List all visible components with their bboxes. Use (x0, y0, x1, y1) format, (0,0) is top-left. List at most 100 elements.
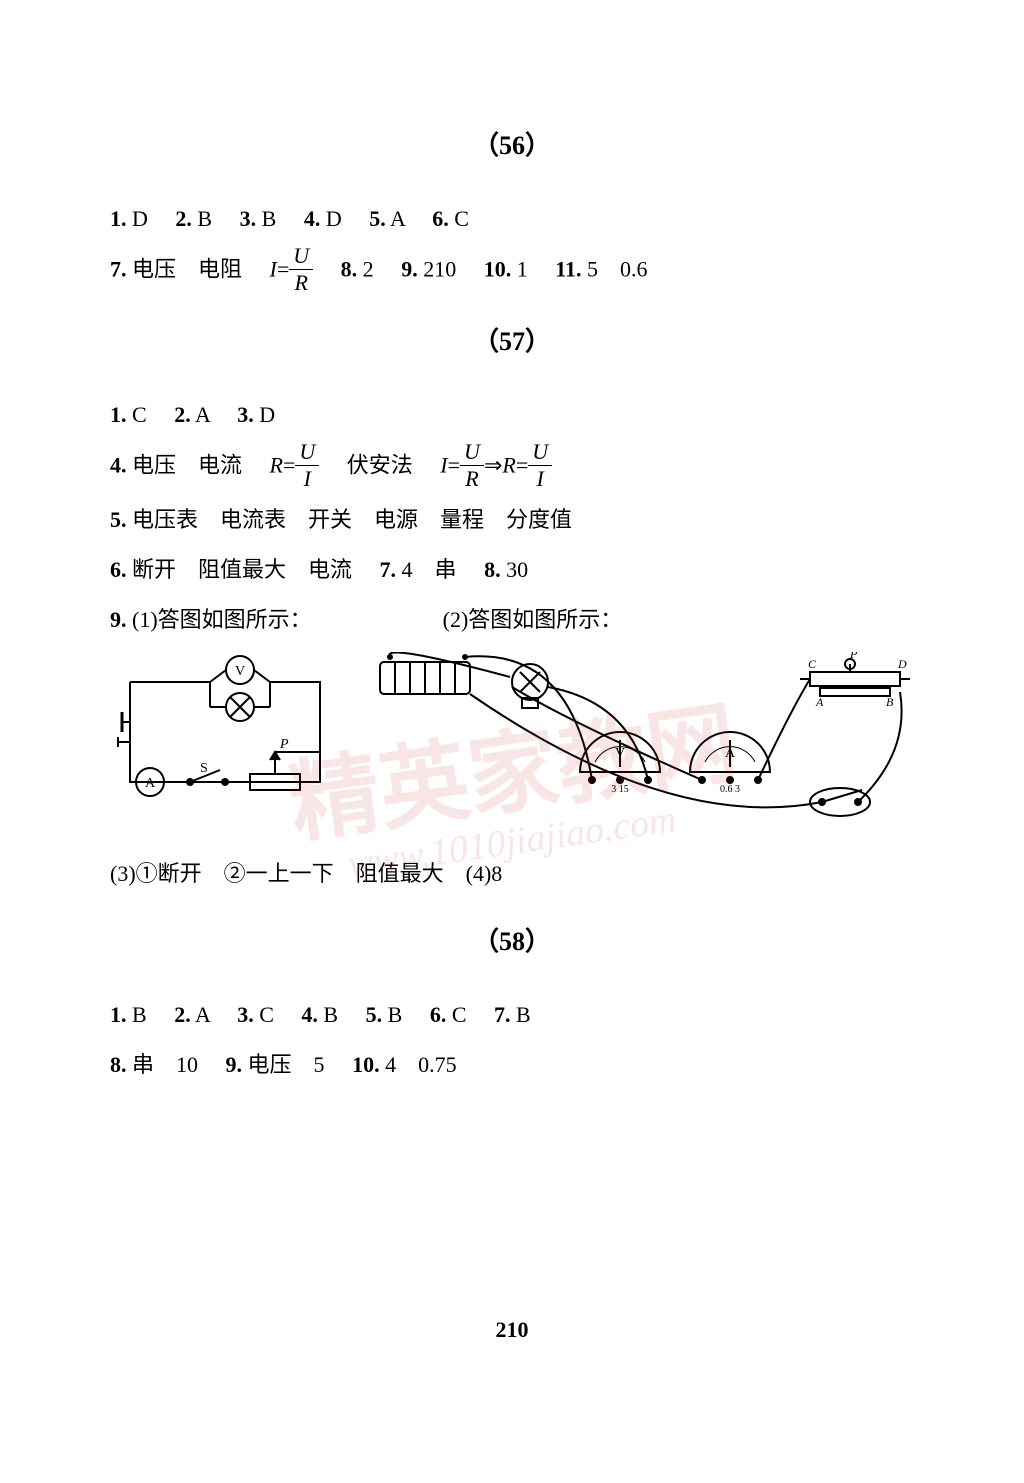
plus-label: + (410, 652, 418, 658)
section-56-header: （56） (110, 125, 914, 162)
q-num: 9. (110, 607, 127, 632)
q-num: 2. (174, 402, 191, 427)
q-num: 8. (110, 1052, 127, 1077)
q-ans: A (390, 206, 405, 231)
rheostat-a: A (815, 695, 824, 709)
eq-eq: = (277, 257, 289, 282)
q-num: 2. (174, 1002, 191, 1027)
q-num: 1. (110, 206, 127, 231)
q-num: 4. (301, 1002, 318, 1027)
q-ans: B (262, 206, 277, 231)
q-num: 4. (110, 453, 127, 478)
fraction: UI (295, 441, 319, 490)
eq-lhs: R (502, 453, 515, 478)
eq-lhs: R (270, 453, 283, 478)
slider-label: P (279, 737, 289, 752)
q9-p3: (3)①断开 ②一上一下 阻值最大 (4)8 (110, 861, 502, 886)
q-num: 10. (352, 1052, 380, 1077)
fraction: UR (289, 245, 313, 294)
eq-eq: = (283, 453, 295, 478)
q-num: 3. (237, 1002, 254, 1027)
s57-line6: (3)①断开 ②一上一下 阻值最大 (4)8 (110, 852, 914, 896)
q-num: 1. (110, 402, 127, 427)
s56-line2: 7. 电压 电阻 I=UR 8. 2 9. 210 10. 1 11. 5 0.… (110, 247, 914, 296)
q-ans: B (197, 206, 212, 231)
s57-line3: 5. 电压表 电流表 开关 电源 量程 分度值 (110, 498, 914, 542)
q-num: 6. (432, 206, 449, 231)
q-num: 6. (110, 557, 127, 582)
q-num: 3. (240, 206, 257, 231)
s57-line5: 9. (1)答图如图所示： (2)答图如图所示： (110, 598, 914, 642)
q-ans: 4 串 (402, 557, 457, 582)
arrow: ⇒ (484, 453, 502, 478)
q-ans: 断开 阻值最大 电流 (132, 557, 352, 582)
fraction: UI (528, 441, 552, 490)
q9-p1: (1)答图如图所示： (132, 607, 312, 632)
circuit-diagrams: V A S P (110, 652, 914, 832)
a-scale: 0.6 3 (720, 784, 740, 795)
ammeter-label: A (145, 776, 156, 791)
q-num: 5. (366, 1002, 383, 1027)
s56-line1: 1. D 2. B 3. B 4. D 5. A 6. C (110, 197, 914, 241)
q-ans: D (132, 206, 148, 231)
page-number: 210 (0, 1317, 1024, 1343)
voltmeter-v: V (615, 746, 625, 761)
q-num: 8. (484, 557, 501, 582)
q-num: 4. (304, 206, 321, 231)
q-num: 7. (110, 257, 127, 282)
voltmeter-label: V (235, 664, 245, 679)
fraction: UR (460, 441, 484, 490)
q-ans: 1 (517, 257, 528, 282)
frac-den: R (289, 270, 313, 294)
eq-eq: = (448, 453, 460, 478)
rheostat-p: P (849, 652, 858, 661)
page-content: （56） 1. D 2. B 3. B 4. D 5. A 6. C 7. 电压… (0, 0, 1024, 1087)
s58-line2: 8. 串 10 9. 电压 5 10. 4 0.75 (110, 1043, 914, 1087)
q-num: 9. (401, 257, 418, 282)
q-num: 2. (175, 206, 192, 231)
v-scale: 3 15 (611, 784, 629, 795)
q-ans: 4 0.75 (385, 1052, 457, 1077)
q-ans: C (454, 206, 469, 231)
circuit-diagram-2: + − V A 3 15 0.6 3 C P D A B (370, 652, 910, 832)
q-num: 9. (226, 1052, 243, 1077)
s57-line1: 1. C 2. A 3. D (110, 393, 914, 437)
q-ans: 电压 电阻 (132, 257, 264, 282)
q-ans: 电压 5 (248, 1052, 325, 1077)
q-ans: C (259, 1002, 274, 1027)
q9-p2: (2)答图如图所示： (443, 607, 623, 632)
frac-den: I (295, 466, 319, 490)
mid-text: 伏安法 (325, 453, 435, 478)
q-ans: B (323, 1002, 338, 1027)
q-num: 3. (237, 402, 254, 427)
frac-den: R (460, 466, 484, 490)
q-ans: 30 (506, 557, 528, 582)
circuit-diagram-1: V A S P (110, 652, 340, 812)
rheostat-c: C (808, 657, 817, 671)
q-ans: C (452, 1002, 467, 1027)
q-num: 10. (484, 257, 512, 282)
frac-num: U (289, 245, 313, 270)
switch-label: S (200, 761, 208, 776)
frac-num: U (295, 441, 319, 466)
frac-den: I (528, 466, 552, 490)
minus-label: − (450, 652, 458, 658)
frac-num: U (528, 441, 552, 466)
q-num: 11. (555, 257, 581, 282)
q-ans: B (132, 1002, 147, 1027)
ammeter-a: A (725, 746, 736, 761)
q-ans: 2 (363, 257, 374, 282)
q-ans: 5 0.6 (587, 257, 648, 282)
q-ans: A (195, 402, 210, 427)
rheostat-b: B (886, 695, 894, 709)
s58-line1: 1. B 2. A 3. C 4. B 5. B 6. C 7. B (110, 993, 914, 1037)
eq-lhs: I (440, 453, 447, 478)
section-58-header: （58） (110, 921, 914, 958)
section-57-header: （57） (110, 321, 914, 358)
q-ans: B (516, 1002, 531, 1027)
s57-line2: 4. 电压 电流 R=UI 伏安法 I=UR⇒R=UI (110, 443, 914, 492)
q-num: 1. (110, 1002, 127, 1027)
q-ans: 电压表 电流表 开关 电源 量程 分度值 (132, 507, 572, 532)
q-ans: 210 (423, 257, 456, 282)
q-num: 5. (369, 206, 386, 231)
